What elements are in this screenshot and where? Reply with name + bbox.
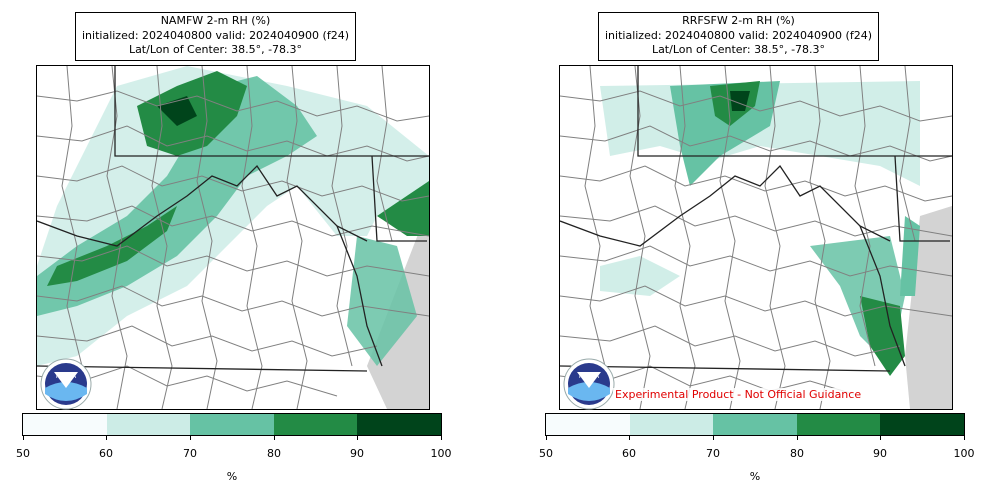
tick-label: 60 [99, 447, 113, 460]
map-canvas [37, 66, 429, 409]
colorbar-segment-80-90 [796, 414, 881, 435]
colorbar-units: % [749, 470, 761, 483]
tick-label: 100 [953, 447, 975, 460]
colorbar-segment-50-60 [546, 414, 630, 435]
noaa-logo: NOAA [40, 358, 92, 414]
colorbar [22, 413, 442, 436]
logo-text: NOAA [56, 372, 77, 380]
tick [274, 435, 275, 440]
tick-label: 90 [350, 447, 364, 460]
title-times: initialized: 2024040800 valid: 202404090… [82, 28, 349, 42]
state-lines [560, 66, 952, 372]
title-model: RRFSFW 2-m RH (%) [682, 14, 795, 27]
rh-60-70-west [600, 256, 680, 296]
tick [880, 435, 881, 440]
noaa-logo: NOAA [563, 358, 615, 414]
colorbar-segment-90-100 [880, 414, 964, 435]
colorbar-units: % [226, 470, 238, 483]
colorbar-segment-80-90 [273, 414, 358, 435]
rh-coast-high [377, 181, 429, 236]
tick-label: 80 [267, 447, 281, 460]
county-lines [37, 66, 429, 409]
rrfsfw-panel: RRFSFW 2-m RH (%) initialized: 202404080… [539, 0, 991, 499]
tick [106, 435, 107, 440]
tick [713, 435, 714, 440]
tick [190, 435, 191, 440]
panel-title: NAMFW 2-m RH (%) initialized: 2024040800… [75, 12, 356, 61]
tick-label: 60 [622, 447, 636, 460]
tick-label: 70 [706, 447, 720, 460]
rh-map[interactable] [559, 65, 953, 410]
tick [964, 435, 965, 440]
rh-bay [347, 236, 417, 366]
title-center: Lat/Lon of Center: 38.5°, -78.3° [651, 43, 826, 56]
map-canvas [560, 66, 952, 409]
title-center: Lat/Lon of Center: 38.5°, -78.3° [128, 43, 303, 56]
tick-label: 80 [790, 447, 804, 460]
experimental-disclaimer: Experimental Product - Not Official Guid… [613, 388, 864, 401]
title-times: initialized: 2024040800 valid: 202404090… [605, 28, 872, 42]
rh-80-90-band [47, 206, 177, 286]
logo-text: NOAA [579, 372, 600, 380]
colorbar-segment-60-70 [106, 414, 191, 435]
noaa-logo-icon: NOAA [563, 358, 615, 410]
tick-label: 50 [16, 447, 30, 460]
tick [441, 435, 442, 440]
state-lines [37, 66, 429, 372]
namfw-panel: NAMFW 2-m RH (%) initialized: 2024040800… [16, 0, 480, 499]
tick [23, 435, 24, 440]
colorbar-segment-60-70 [629, 414, 714, 435]
rh-90-plus [730, 91, 750, 111]
tick-label: 70 [183, 447, 197, 460]
colorbar [545, 413, 965, 436]
colorbar-segment-70-80 [190, 414, 274, 435]
noaa-logo-icon: NOAA [40, 358, 92, 410]
rh-60-70 [37, 66, 429, 366]
tick [797, 435, 798, 440]
tick [629, 435, 630, 440]
colorbar-ticks [546, 435, 965, 441]
rh-bay-high [860, 296, 905, 376]
colorbar-segment-90-100 [357, 414, 441, 435]
tick-label: 90 [873, 447, 887, 460]
rh-coast [900, 216, 920, 296]
colorbar-segment-50-60 [23, 414, 107, 435]
tick [357, 435, 358, 440]
rh-map[interactable] [36, 65, 430, 410]
colorbar-ticks [23, 435, 442, 441]
county-lines [560, 66, 952, 409]
tick-label: 100 [430, 447, 452, 460]
colorbar-segment-70-80 [713, 414, 797, 435]
panel-title: RRFSFW 2-m RH (%) initialized: 202404080… [598, 12, 879, 61]
tick [546, 435, 547, 440]
tick-label: 50 [539, 447, 553, 460]
title-model: NAMFW 2-m RH (%) [160, 14, 271, 27]
